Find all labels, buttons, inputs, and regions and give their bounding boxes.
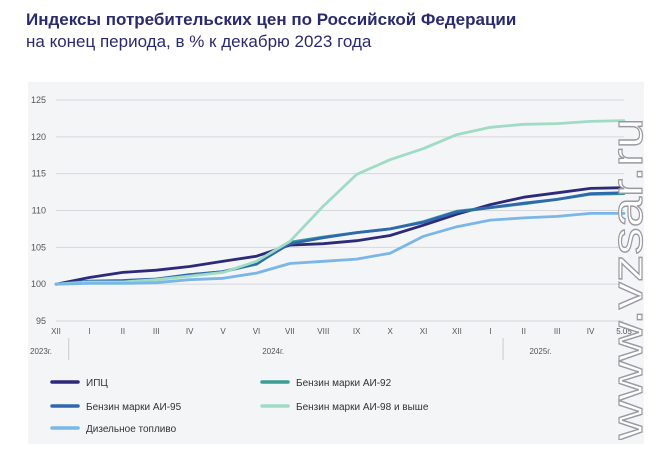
x-tick-label: IV: [186, 327, 194, 336]
y-tick-label: 105: [31, 242, 46, 252]
watermark: www.vzsar.ru: [600, 110, 664, 441]
x-tick-label: VIII: [317, 327, 329, 336]
x-tick-label: VI: [253, 327, 261, 336]
page-subtitle: на конец периода, в % к декабрю 2023 год…: [26, 32, 372, 51]
legend-label: Бензин марки АИ-95: [86, 402, 182, 413]
x-tick-label: III: [554, 327, 561, 336]
series-line: [54, 211, 626, 286]
x-tick-label: III: [153, 327, 160, 336]
y-tick-label: 120: [31, 132, 46, 142]
series-line: [54, 186, 626, 286]
series-line: [54, 119, 626, 286]
y-tick-label: 125: [31, 95, 46, 105]
y-tick-label: 115: [32, 169, 46, 179]
legend-label: Бензин марки АИ-92: [296, 378, 392, 389]
x-tick-label: V: [220, 327, 226, 336]
watermark-text: www.vzsar.ru: [603, 118, 652, 440]
chart-panel: 95 100 105 110 115 120 125 XII I II III IV V VI VII VII…: [28, 82, 644, 444]
x-tick-label: 5.05: [616, 327, 632, 336]
x-tick-label: I: [489, 327, 491, 336]
x-tick-label: IX: [353, 327, 361, 336]
legend-label: Бензин марки АИ-98 и выше: [296, 402, 429, 413]
y-tick-label: 100: [31, 279, 46, 289]
x-tick-label: II: [522, 327, 526, 336]
x-tick-label: IV: [587, 327, 595, 336]
y-tick-label: 95: [36, 316, 46, 326]
legend-label: Дизельное топливо: [86, 424, 177, 435]
year-label: 2024г.: [262, 347, 284, 356]
page-title: Индексы потребительских цен по Российско…: [26, 10, 517, 29]
x-tick-label: XII: [51, 327, 61, 336]
x-tick-label: XII: [452, 327, 462, 336]
x-tick-label: VII: [285, 327, 295, 336]
year-label: 2023г.: [30, 347, 52, 356]
x-tick-label: I: [88, 327, 90, 336]
y-tick-label: 110: [32, 206, 46, 216]
x-tick-label: II: [121, 327, 125, 336]
legend-label: ИПЦ: [86, 378, 108, 389]
year-label: 2025г.: [529, 347, 551, 356]
x-tick-label: XI: [420, 327, 428, 336]
x-tick-label: X: [387, 327, 393, 336]
